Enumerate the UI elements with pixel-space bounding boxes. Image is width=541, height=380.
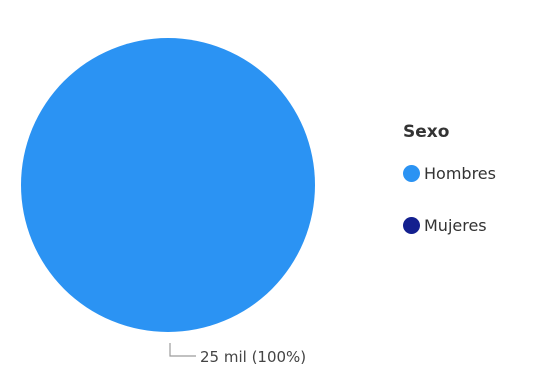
data-label: 25 mil (100%) [200,348,306,366]
legend-item-mujeres[interactable]: Mujeres [403,212,541,238]
legend-item-hombres[interactable]: Hombres [403,160,541,186]
legend-label-mujeres: Mujeres [424,215,487,235]
pie-slice-hombres[interactable] [21,38,315,332]
legend-title: Sexo [403,122,450,142]
legend-swatch-hombres [403,164,420,182]
data-label-leader-line [169,343,196,357]
legend-swatch-mujeres [403,216,420,234]
pie-slices [21,38,315,332]
legend-label-hombres: Hombres [424,163,496,183]
legend: Sexo Hombres Mujeres [403,118,541,264]
